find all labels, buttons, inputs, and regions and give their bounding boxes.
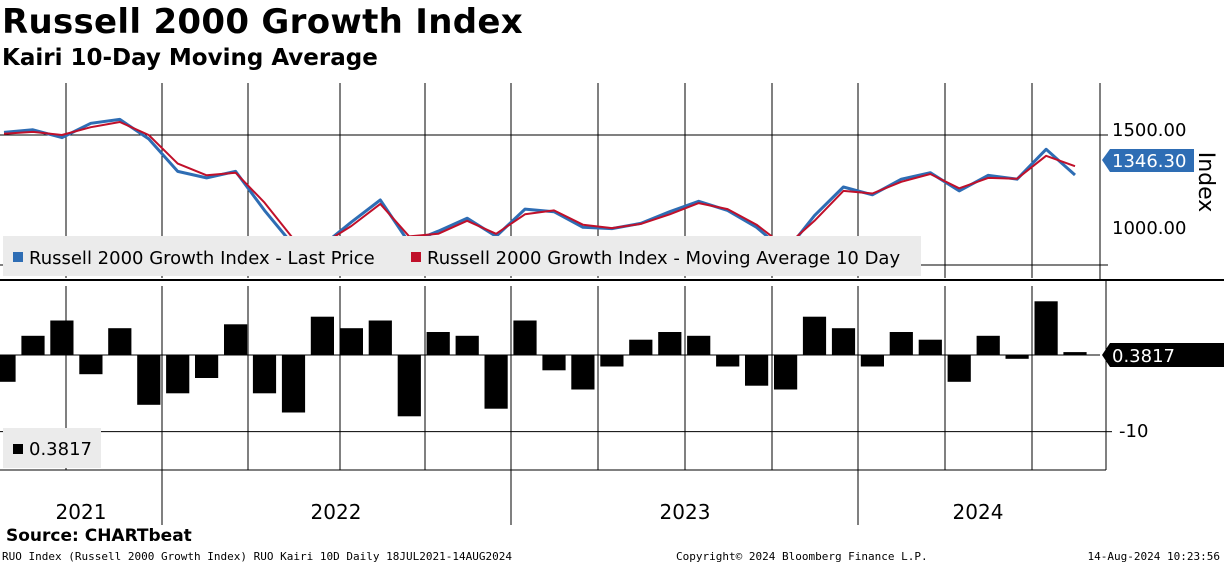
kairi-bar bbox=[79, 355, 103, 375]
kairi-bar bbox=[831, 328, 856, 355]
year-label: 2021 bbox=[56, 500, 107, 524]
kairi-bar bbox=[1005, 355, 1029, 359]
kairi-bar bbox=[252, 355, 277, 394]
ytick-label: 1500.00 bbox=[1112, 120, 1186, 141]
kairi-bar bbox=[426, 332, 450, 355]
upper-legend-background bbox=[3, 236, 921, 276]
last-price-tag-shape bbox=[1102, 149, 1194, 172]
kairi-bar bbox=[802, 316, 827, 355]
moving-average-line bbox=[3, 121, 1076, 248]
chart-subtitle: Kairi 10-Day Moving Average bbox=[2, 45, 378, 71]
kairi-bar bbox=[571, 355, 595, 390]
legend-swatch-kairi bbox=[13, 444, 23, 454]
footer-description: RUO Index (Russell 2000 Growth Index) RU… bbox=[2, 550, 512, 563]
ytick-label: -10 bbox=[1119, 421, 1148, 442]
upper-y-axis: 1000.00 1500.00 Index bbox=[1112, 120, 1218, 239]
legend-label-moving-average: Russell 2000 Growth Index - Moving Avera… bbox=[427, 248, 900, 269]
kairi-bar bbox=[745, 355, 769, 386]
chart-title: Russell 2000 Growth Index bbox=[2, 2, 523, 42]
footer-copyright: Copyright© 2024 Bloomberg Finance L.P. bbox=[676, 550, 928, 563]
year-label: 2022 bbox=[311, 500, 362, 524]
chart-svg: Russell 2000 Growth Index - Last Price R… bbox=[0, 83, 1224, 525]
x-axis: 2021 2022 2023 2024 bbox=[56, 470, 1004, 525]
source-label: Source: CHARTbeat bbox=[6, 526, 192, 546]
kairi-bar bbox=[368, 320, 392, 355]
kairi-bar bbox=[195, 355, 219, 378]
kairi-bar bbox=[339, 328, 363, 355]
kairi-bar bbox=[108, 328, 132, 355]
kairi-bar bbox=[50, 320, 74, 355]
legend-label-last-price: Russell 2000 Growth Index - Last Price bbox=[29, 248, 375, 269]
y-axis-label: Index bbox=[1193, 152, 1218, 213]
kairi-bar bbox=[629, 339, 653, 355]
footer-timestamp: 14-Aug-2024 10:23:56 bbox=[1087, 550, 1220, 563]
kairi-bar bbox=[224, 324, 248, 355]
upper-panel-grid bbox=[0, 83, 1224, 470]
kairi-bar bbox=[687, 335, 711, 355]
kairi-bar bbox=[137, 355, 161, 405]
kairi-bar bbox=[1063, 352, 1087, 355]
year-label: 2024 bbox=[953, 500, 1004, 524]
kairi-tag-label: 0.3817 bbox=[1112, 346, 1175, 367]
lower-y-axis: -10 bbox=[1119, 421, 1148, 442]
kairi-tag-shape bbox=[1102, 343, 1224, 367]
kairi-bar bbox=[947, 355, 971, 382]
upper-legend: Russell 2000 Growth Index - Last Price R… bbox=[3, 236, 921, 276]
kairi-bar bbox=[166, 355, 190, 394]
year-label: 2023 bbox=[660, 500, 711, 524]
kairi-bar bbox=[21, 335, 45, 355]
kairi-bar bbox=[484, 355, 508, 409]
lower-last-value-tag: 0.3817 bbox=[1102, 343, 1224, 367]
kairi-bar bbox=[281, 355, 306, 413]
kairi-bar bbox=[889, 332, 913, 355]
kairi-bar bbox=[455, 335, 479, 355]
kairi-bar bbox=[774, 355, 798, 390]
kairi-bar bbox=[397, 355, 421, 417]
kairi-bar bbox=[513, 320, 537, 355]
kairi-bar bbox=[542, 355, 566, 371]
kairi-bars bbox=[0, 301, 1087, 417]
kairi-bar bbox=[1034, 301, 1058, 355]
last-price-tag-label: 1346.30 bbox=[1112, 151, 1186, 172]
kairi-bar bbox=[600, 355, 624, 367]
kairi-bar bbox=[860, 355, 884, 367]
lower-legend: 0.3817 bbox=[3, 428, 101, 468]
kairi-bar bbox=[716, 355, 740, 367]
kairi-bar bbox=[976, 335, 1000, 355]
kairi-bar bbox=[918, 339, 942, 355]
legend-label-kairi: 0.3817 bbox=[29, 439, 92, 460]
kairi-bar bbox=[310, 316, 334, 355]
price-series-line bbox=[3, 117, 1076, 254]
legend-swatch-moving-average bbox=[411, 252, 421, 262]
kairi-bar bbox=[0, 355, 16, 382]
upper-panel-series bbox=[3, 117, 1076, 254]
ytick-label: 1000.00 bbox=[1112, 218, 1186, 239]
kairi-bar bbox=[658, 332, 682, 355]
upper-last-value-tag: 1346.30 bbox=[1102, 149, 1194, 172]
legend-swatch-last-price bbox=[13, 252, 23, 262]
